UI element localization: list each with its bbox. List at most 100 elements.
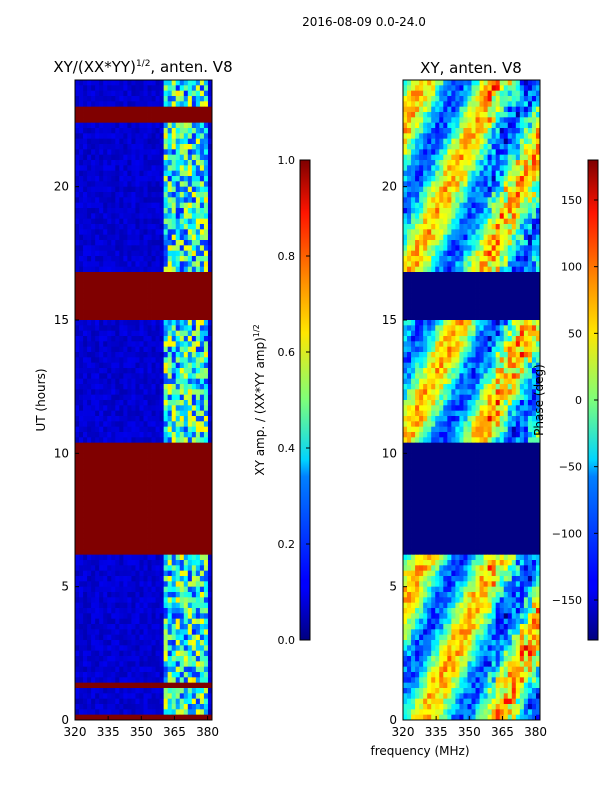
heatmap-cell: [147, 160, 152, 166]
heatmap-cell: [107, 442, 112, 449]
heatmap-cell: [75, 192, 80, 198]
heatmap-cell: [199, 597, 205, 604]
heatmap-cell: [423, 181, 428, 188]
heatmap-cell: [95, 197, 100, 204]
heatmap-cell: [75, 138, 80, 145]
heatmap-cell: [139, 672, 144, 678]
heatmap-cell: [175, 688, 181, 694]
heatmap-cell: [183, 186, 189, 193]
heatmap-cell: [195, 506, 201, 513]
heatmap-cell: [199, 496, 205, 502]
heatmap-cell: [203, 640, 209, 646]
heatmap-cell: [139, 698, 144, 705]
heatmap-cell: [111, 432, 116, 438]
heatmap-cell: [411, 165, 416, 172]
heatmap-cell: [155, 256, 161, 262]
heatmap-cell: [171, 85, 177, 92]
heatmap-cell: [83, 586, 88, 593]
heatmap-cell: [91, 208, 96, 214]
heatmap-cell: [135, 106, 140, 113]
heatmap-cell: [135, 160, 140, 166]
heatmap-cell: [179, 250, 185, 257]
heatmap-cell: [75, 672, 80, 678]
heatmap-cell: [107, 277, 112, 284]
heatmap-cell: [75, 634, 80, 641]
heatmap-cell: [203, 288, 209, 294]
heatmap-cell: [91, 272, 96, 278]
heatmap-cell: [179, 432, 185, 438]
heatmap-cell: [95, 656, 100, 662]
heatmap-cell: [199, 261, 205, 268]
heatmap-cell: [107, 426, 112, 433]
heatmap-cell: [155, 624, 161, 630]
heatmap-cell: [131, 512, 136, 518]
heatmap-cell: [511, 128, 517, 134]
heatmap-cell: [535, 170, 540, 177]
heatmap-cell: [175, 133, 181, 140]
heatmap-cell: [139, 709, 144, 716]
heatmap-cell: [135, 416, 140, 422]
heatmap-cell: [95, 282, 100, 289]
heatmap-cell: [111, 464, 116, 470]
heatmap-cell: [187, 677, 193, 684]
heatmap-cell: [423, 80, 428, 86]
heatmap-cell: [407, 144, 412, 150]
heatmap-cell: [79, 144, 84, 150]
heatmap-cell: [91, 506, 96, 513]
heatmap-cell: [143, 506, 148, 513]
heatmap-cell: [87, 565, 92, 572]
heatmap-cell: [207, 245, 212, 252]
heatmap-cell: [459, 160, 464, 166]
heatmap-cell: [99, 133, 104, 140]
heatmap-cell: [179, 154, 185, 161]
heatmap-cell: [191, 453, 197, 460]
heatmap-cell: [167, 544, 173, 550]
heatmap-cell: [131, 517, 136, 524]
heatmap-cell: [115, 570, 120, 577]
heatmap-cell: [467, 112, 472, 118]
heatmap-cell: [195, 144, 201, 150]
heatmap-cell: [207, 522, 212, 529]
heatmap-cell: [147, 272, 152, 278]
heatmap-cell: [127, 256, 132, 262]
heatmap-cell: [99, 240, 104, 246]
heatmap-cell: [107, 154, 112, 161]
heatmap-cell: [463, 138, 468, 145]
heatmap-cell: [111, 128, 116, 134]
heatmap-cell: [127, 165, 132, 172]
heatmap-cell: [507, 160, 513, 166]
heatmap-cell: [111, 640, 116, 646]
heatmap-cell: [175, 176, 181, 182]
heatmap-cell: [123, 442, 128, 449]
heatmap-cell: [99, 661, 104, 668]
heatmap-cell: [439, 101, 444, 108]
heatmap-cell: [95, 496, 100, 502]
heatmap-cell: [139, 234, 144, 241]
heatmap-cell: [119, 565, 124, 572]
heatmap-cell: [99, 517, 104, 524]
heatmap-cell: [135, 202, 140, 209]
heatmap-cell: [439, 106, 444, 113]
heatmap-cell: [111, 560, 116, 566]
heatmap-cell: [123, 490, 128, 497]
heatmap-cell: [131, 320, 136, 326]
heatmap-cell: [195, 650, 201, 657]
heatmap-cell: [191, 560, 197, 566]
heatmap-cell: [155, 650, 161, 657]
heatmap-cell: [159, 176, 165, 182]
heatmap-cell: [159, 85, 165, 92]
heatmap-cell: [139, 512, 144, 518]
heatmap-cell: [91, 336, 96, 342]
heatmap-cell: [83, 645, 88, 652]
heatmap-cell: [411, 176, 416, 182]
heatmap-cell: [131, 266, 136, 273]
heatmap-cell: [175, 650, 181, 657]
heatmap-cell: [111, 656, 116, 662]
heatmap-cell: [203, 330, 209, 337]
heatmap-cell: [75, 421, 80, 428]
heatmap-cell: [167, 693, 173, 700]
heatmap-cell: [143, 352, 148, 358]
heatmap-cell: [127, 96, 132, 102]
heatmap-cell: [131, 549, 136, 556]
heatmap-cell: [511, 202, 517, 209]
